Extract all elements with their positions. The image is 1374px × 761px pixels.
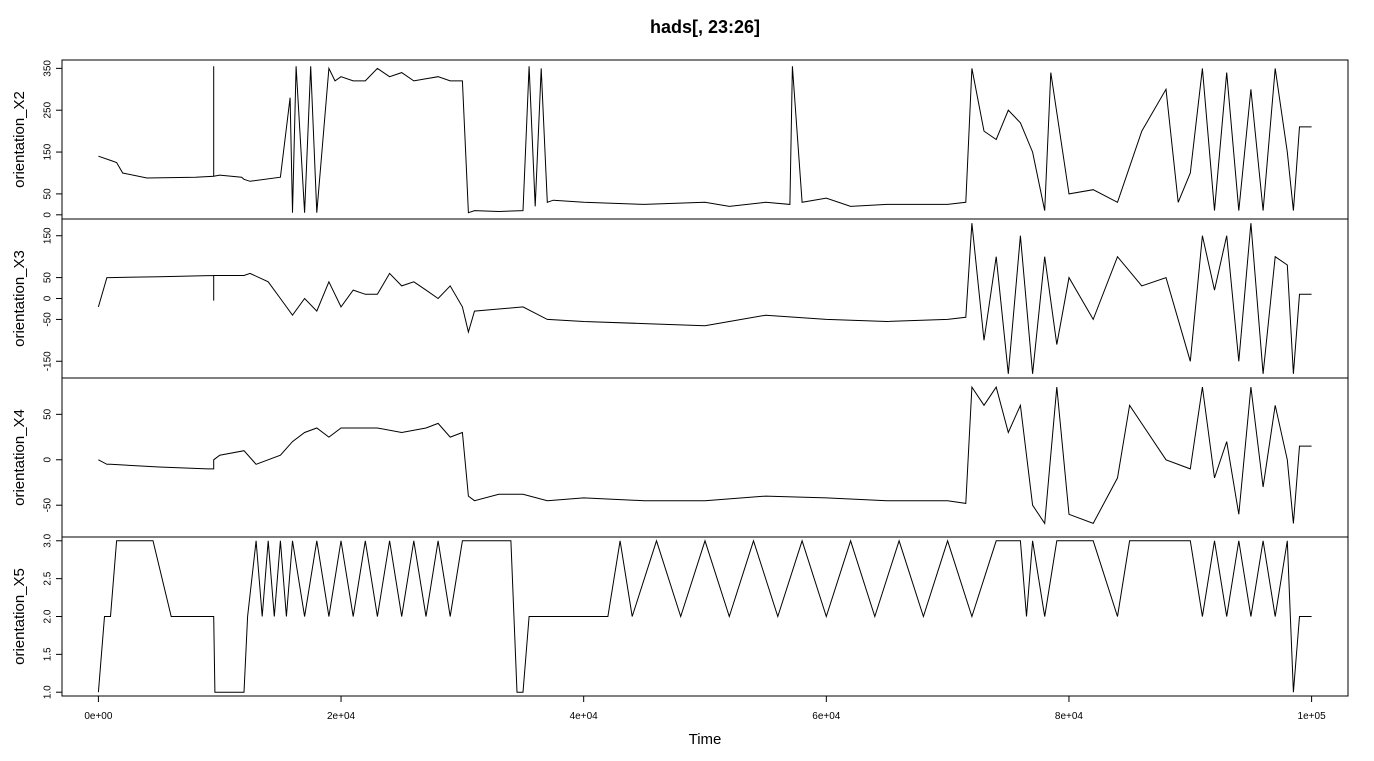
panel-orientation_X4: -50 0 50 orientation_X4 — [11, 377, 1349, 538]
y-tick-label: 1.5 — [43, 647, 54, 661]
y-axis-label: orientation_X3 — [11, 250, 28, 347]
panel-frame — [61, 536, 1349, 697]
panel-frame — [61, 218, 1349, 379]
series-line-orientation_X2 — [98, 66, 1312, 214]
y-tick-label: 2.0 — [43, 609, 54, 623]
y-tick-label: -50 — [43, 498, 54, 513]
y-tick-label: 3.0 — [43, 533, 54, 547]
y-tick-label: 1.0 — [43, 685, 54, 699]
chart-title: hads[, 23:26] — [650, 17, 760, 37]
y-tick-label: -150 — [43, 351, 54, 371]
x-tick-label: 4e+04 — [570, 711, 599, 722]
x-tick-label: 0e+00 — [84, 711, 113, 722]
y-tick-label: 50 — [43, 272, 54, 284]
panel-frame — [61, 377, 1349, 538]
x-tick-label: 1e+05 — [1298, 711, 1327, 722]
y-axis-label: orientation_X2 — [11, 91, 28, 188]
x-axis: 0e+00 2e+04 4e+04 6e+04 8e+04 1e+05 — [84, 695, 1327, 722]
y-tick-label: 150 — [43, 227, 54, 244]
y-axis-label: orientation_X5 — [11, 568, 28, 665]
series-line-orientation_X5 — [97, 539, 1312, 693]
y-axis-label: orientation_X4 — [11, 409, 28, 506]
panel-frame — [61, 59, 1349, 220]
y-tick-label: 250 — [43, 101, 54, 118]
y-tick-label: -50 — [43, 312, 54, 327]
panel-orientation_X5: 1.0 1.5 2.0 2.5 3.0 orientation_X5 — [11, 533, 1349, 699]
y-tick-label: 150 — [43, 143, 54, 160]
y-tick-label: 2.5 — [43, 571, 54, 585]
y-tick-label: 50 — [43, 408, 54, 420]
y-tick-label: 350 — [43, 60, 54, 77]
y-tick-label: 0 — [43, 212, 54, 218]
y-tick-label: 50 — [43, 188, 54, 200]
series-line-orientation_X3 — [97, 223, 1312, 374]
series-line-orientation_X4 — [98, 385, 1312, 525]
y-tick-label: 0 — [43, 295, 54, 301]
panel-orientation_X2: 0 50 150 250 350 orientation_X2 — [11, 59, 1349, 220]
panels-group: 0 50 150 250 350 orientation_X2 -150 -50 0 50 150 o… — [11, 59, 1349, 699]
x-tick-label: 6e+04 — [812, 711, 841, 722]
y-tick-label: 0 — [43, 457, 54, 463]
x-axis-label: Time — [689, 731, 722, 748]
x-tick-label: 2e+04 — [327, 711, 356, 722]
panel-orientation_X3: -150 -50 0 50 150 orientation_X3 — [11, 218, 1349, 379]
x-tick-label: 8e+04 — [1055, 711, 1084, 722]
